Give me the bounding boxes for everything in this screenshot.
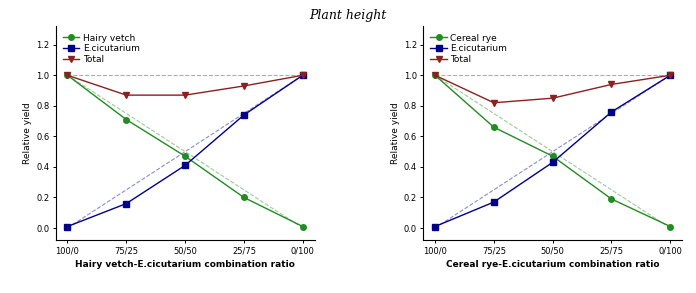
Total — [239, 84, 248, 88]
E.cicutarium — [239, 113, 248, 117]
Legend: Cereal rye, E.cicutarium, Total: Cereal rye, E.cicutarium, Total — [428, 31, 510, 67]
Line: Cereal rye: Cereal rye — [432, 72, 673, 229]
E.cicutarium — [666, 74, 674, 77]
E.cicutarium — [63, 225, 72, 228]
E.cicutarium — [299, 74, 307, 77]
Total — [548, 96, 557, 100]
Total — [122, 93, 130, 97]
Cereal rye — [608, 197, 616, 201]
Hairy vetch — [122, 118, 130, 121]
Y-axis label: Relative yield: Relative yield — [390, 103, 400, 164]
Total — [490, 101, 498, 105]
Hairy vetch — [239, 196, 248, 199]
Total — [299, 74, 307, 77]
E.cicutarium — [431, 225, 439, 228]
X-axis label: Hairy vetch-E.cicutarium combination ratio: Hairy vetch-E.cicutarium combination rat… — [75, 260, 295, 269]
E.cicutarium — [548, 161, 557, 164]
Total — [608, 83, 616, 86]
E.cicutarium — [608, 110, 616, 114]
Legend: Hairy vetch, E.cicutarium, Total: Hairy vetch, E.cicutarium, Total — [60, 31, 143, 67]
Cereal rye — [666, 225, 674, 228]
Y-axis label: Relative yield: Relative yield — [23, 103, 32, 164]
Line: E.cicutarium: E.cicutarium — [432, 72, 673, 229]
E.cicutarium — [490, 200, 498, 204]
Line: Hairy vetch: Hairy vetch — [65, 72, 306, 229]
Cereal rye — [431, 74, 439, 77]
Hairy vetch — [181, 154, 189, 158]
Line: Total: Total — [432, 72, 673, 105]
Cereal rye — [548, 154, 557, 158]
Total — [181, 93, 189, 97]
Total — [666, 74, 674, 77]
Total — [431, 74, 439, 77]
Line: Total: Total — [65, 72, 306, 98]
X-axis label: Cereal rye-E.cicutarium combination ratio: Cereal rye-E.cicutarium combination rati… — [446, 260, 659, 269]
Hairy vetch — [63, 74, 72, 77]
E.cicutarium — [181, 163, 189, 167]
Total — [63, 74, 72, 77]
Hairy vetch — [299, 225, 307, 228]
Text: Plant height: Plant height — [310, 9, 386, 22]
E.cicutarium — [122, 202, 130, 205]
Line: E.cicutarium: E.cicutarium — [65, 72, 306, 229]
Cereal rye — [490, 125, 498, 129]
